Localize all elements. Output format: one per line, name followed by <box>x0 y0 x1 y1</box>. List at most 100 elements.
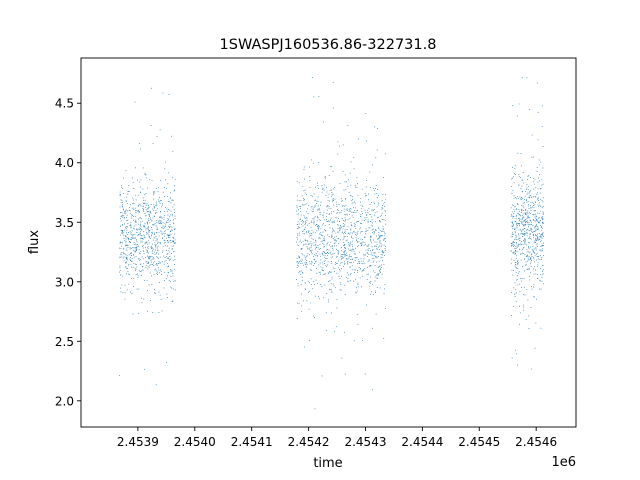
data-point <box>374 203 376 205</box>
data-point <box>135 224 137 226</box>
data-point <box>360 238 362 240</box>
data-point <box>385 193 387 195</box>
data-point <box>512 177 514 179</box>
data-point <box>353 231 355 233</box>
data-point <box>145 205 147 207</box>
data-point <box>383 292 385 294</box>
data-point <box>530 263 531 265</box>
data-point <box>324 273 326 275</box>
x-tick-label: 2.4544 <box>401 435 443 449</box>
data-point <box>162 261 163 263</box>
data-point <box>163 239 165 241</box>
data-point <box>318 298 320 300</box>
data-point <box>127 273 129 275</box>
data-point <box>537 192 538 194</box>
data-point <box>324 256 326 258</box>
data-point <box>344 249 346 251</box>
data-point <box>158 199 159 201</box>
data-point <box>327 252 328 253</box>
data-point <box>350 258 352 260</box>
data-point <box>381 256 383 258</box>
data-point <box>296 279 297 281</box>
data-point <box>383 251 385 253</box>
data-point <box>140 191 141 193</box>
data-point <box>346 214 348 216</box>
data-point <box>133 253 135 255</box>
data-point <box>126 219 128 221</box>
data-point <box>535 241 536 243</box>
data-point <box>162 225 164 227</box>
data-point <box>168 257 170 259</box>
data-point <box>137 205 139 207</box>
data-point <box>376 287 378 288</box>
data-point <box>148 234 150 236</box>
data-point <box>368 227 370 229</box>
data-point <box>315 239 316 241</box>
data-point <box>518 214 520 215</box>
data-point <box>153 237 155 239</box>
data-point <box>320 266 322 268</box>
data-point <box>324 240 326 242</box>
data-point <box>123 247 125 249</box>
data-point <box>138 249 140 251</box>
data-point <box>325 195 327 196</box>
data-point <box>351 211 353 213</box>
data-point <box>369 285 371 287</box>
data-point <box>540 274 542 276</box>
data-point <box>535 220 537 222</box>
data-point <box>348 280 350 282</box>
data-point <box>340 226 342 228</box>
data-point <box>368 259 370 261</box>
data-point <box>336 203 338 205</box>
data-point <box>338 238 339 240</box>
data-point <box>311 206 313 208</box>
data-point <box>324 176 326 178</box>
data-point <box>539 279 541 281</box>
data-point <box>316 273 318 274</box>
data-point <box>344 244 345 246</box>
data-point <box>533 295 535 297</box>
data-point <box>160 262 162 264</box>
data-point <box>343 252 345 254</box>
data-point <box>309 248 310 250</box>
data-point <box>343 233 344 235</box>
data-point <box>363 220 365 221</box>
data-point <box>525 219 526 221</box>
data-point <box>174 233 176 235</box>
data-point <box>148 206 150 208</box>
data-point <box>371 246 373 248</box>
data-point <box>374 252 376 254</box>
data-point <box>358 221 360 222</box>
data-point <box>153 274 155 275</box>
data-point <box>163 235 165 237</box>
data-point <box>512 240 514 242</box>
data-point <box>320 247 321 249</box>
data-point <box>529 230 531 232</box>
data-point <box>170 280 172 282</box>
data-point <box>327 241 329 243</box>
data-point <box>522 224 524 225</box>
data-point <box>363 258 365 260</box>
data-point <box>535 230 537 231</box>
data-point <box>160 299 162 301</box>
data-point <box>147 208 149 210</box>
data-point <box>517 233 519 235</box>
data-point <box>362 262 364 264</box>
data-point <box>349 262 351 264</box>
data-point <box>318 205 319 207</box>
data-point <box>369 281 371 283</box>
data-point <box>375 221 376 223</box>
data-point <box>517 203 518 205</box>
data-point <box>377 248 378 250</box>
data-point <box>333 211 335 213</box>
data-point <box>524 195 526 197</box>
data-point <box>516 214 517 216</box>
data-point <box>349 218 351 220</box>
data-point <box>120 253 121 255</box>
data-point <box>533 227 535 229</box>
data-point <box>529 246 531 248</box>
data-point <box>155 187 157 189</box>
data-point <box>354 225 356 227</box>
data-point <box>125 241 127 242</box>
data-point <box>296 241 297 243</box>
